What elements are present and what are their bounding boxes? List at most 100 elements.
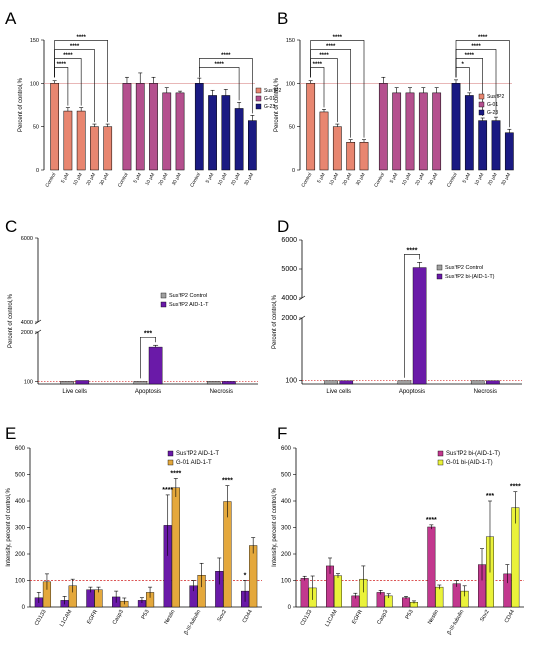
y-tick-label: 500 <box>15 473 26 479</box>
bar <box>300 578 309 608</box>
legend-label: G-01 <box>264 96 275 102</box>
x-tick-label: 5 μM <box>132 172 143 184</box>
y-tick-label: 0 <box>292 168 295 174</box>
bar <box>306 83 316 171</box>
y-tick-label: 400 <box>15 499 26 505</box>
x-tick-label: Apoptosis <box>399 389 425 395</box>
legend-swatch <box>478 109 485 116</box>
bar <box>135 83 145 171</box>
bar <box>432 92 442 171</box>
y-tick-label: 50 <box>33 125 39 131</box>
y-axis-label: Percent of control,% <box>18 77 24 132</box>
bar <box>470 380 485 385</box>
significance-stars: **** <box>313 62 323 68</box>
legend-label: SusʼfP2 AID-1-T <box>176 451 219 457</box>
bar <box>405 92 415 171</box>
y-tick-label: 2000 <box>281 315 297 322</box>
x-tick-label: Control <box>117 172 130 188</box>
legend-label: G-01 <box>487 102 498 108</box>
x-tick-label: EGFR <box>351 609 364 625</box>
legend-label: G-01 AID-1-T <box>176 460 212 466</box>
x-tick-label: Control <box>44 172 57 188</box>
x-tick-label: CD133 <box>300 609 314 627</box>
x-tick-label: 30 μM <box>171 172 183 187</box>
legend-label: SusʼfP2 bi-(AID-1-T) <box>445 274 495 280</box>
legend-label: SusʼfP2 AID-1-T <box>169 302 209 308</box>
y-tick-label: 5000 <box>281 266 297 273</box>
bar <box>103 126 113 171</box>
significance-stars: * <box>461 62 464 68</box>
x-tick-label: 30 μM <box>355 172 367 187</box>
bar <box>222 381 236 385</box>
bar <box>378 83 388 171</box>
significance-bracket <box>455 40 510 128</box>
significance-stars: **** <box>407 247 418 254</box>
bar <box>324 380 338 385</box>
y-tick-label: 300 <box>15 526 26 532</box>
y-axis-label: Intensity, percent of control,% <box>6 488 12 567</box>
bar <box>397 380 412 385</box>
bar <box>133 381 148 385</box>
x-tick-label: Sox2 <box>217 609 228 623</box>
bar <box>248 120 257 171</box>
bar <box>412 267 427 385</box>
significance-stars: **** <box>57 62 67 68</box>
x-tick-label: CD44 <box>504 609 516 624</box>
x-tick-label: L1CAM <box>59 609 74 628</box>
y-tick-label: 4000 <box>21 320 33 326</box>
x-tick-label: Nestin <box>164 609 177 626</box>
significance-stars: **** <box>510 484 521 491</box>
y-axis-label: Intensity, percent of control,% <box>272 488 278 567</box>
significance-stars: **** <box>326 44 336 50</box>
legend-swatch <box>160 301 167 308</box>
y-tick-label: 6000 <box>281 237 297 244</box>
bar <box>435 586 444 608</box>
x-tick-label: β-III-tubulin <box>183 609 202 636</box>
significance-stars: **** <box>170 470 181 477</box>
y-tick-label: 600 <box>15 446 26 452</box>
y-tick-label: 150 <box>30 38 39 44</box>
significance-bracket <box>199 67 240 101</box>
x-tick-label: 5 μM <box>60 172 71 184</box>
legend-swatch <box>478 93 485 100</box>
bar <box>149 83 158 171</box>
legend-swatch <box>436 264 443 271</box>
legend-label: SusʼfP2 <box>487 94 504 100</box>
bar <box>171 487 180 608</box>
legend-swatch <box>436 273 443 280</box>
x-tick-label: CD133 <box>34 609 48 627</box>
x-tick-label: 20 μM <box>85 172 97 187</box>
bar <box>206 381 221 385</box>
significance-stars: **** <box>333 35 343 41</box>
x-tick-label: 20 μM <box>158 172 170 187</box>
y-tick-label: 600 <box>281 446 292 452</box>
x-tick-label: Control <box>300 172 313 188</box>
legend-label: G-23 <box>264 104 275 110</box>
significance-stars: **** <box>162 487 173 494</box>
y-axis-label: Percent of control,% <box>8 293 14 348</box>
significance-bracket <box>199 58 253 114</box>
bar <box>504 132 514 171</box>
bar <box>339 380 354 385</box>
x-tick-label: Live cells <box>326 389 351 395</box>
x-tick-label: 20 μM <box>414 172 426 187</box>
bar <box>392 92 402 171</box>
legend-label: SusʼfP2 bi-(AID-1-T) <box>446 451 500 457</box>
x-tick-label: Sox2 <box>479 609 490 623</box>
y-tick-label: 500 <box>281 473 292 479</box>
x-tick-label: L1CAM <box>324 609 339 628</box>
x-tick-label: Necrosis <box>474 389 497 395</box>
x-tick-label: β-III-tubulin <box>446 609 465 636</box>
significance-stars: **** <box>319 53 329 59</box>
y-tick-label: 4000 <box>281 295 297 302</box>
bar <box>333 575 342 608</box>
bar <box>221 95 231 171</box>
significance-stars: **** <box>478 35 488 41</box>
x-tick-label: 10 μM <box>217 172 229 187</box>
bar <box>249 545 258 608</box>
x-tick-label: 10 μM <box>144 172 156 187</box>
bar <box>63 110 73 171</box>
significance-stars: **** <box>215 62 225 68</box>
bar <box>332 126 342 171</box>
y-tick-label: 0 <box>36 168 39 174</box>
